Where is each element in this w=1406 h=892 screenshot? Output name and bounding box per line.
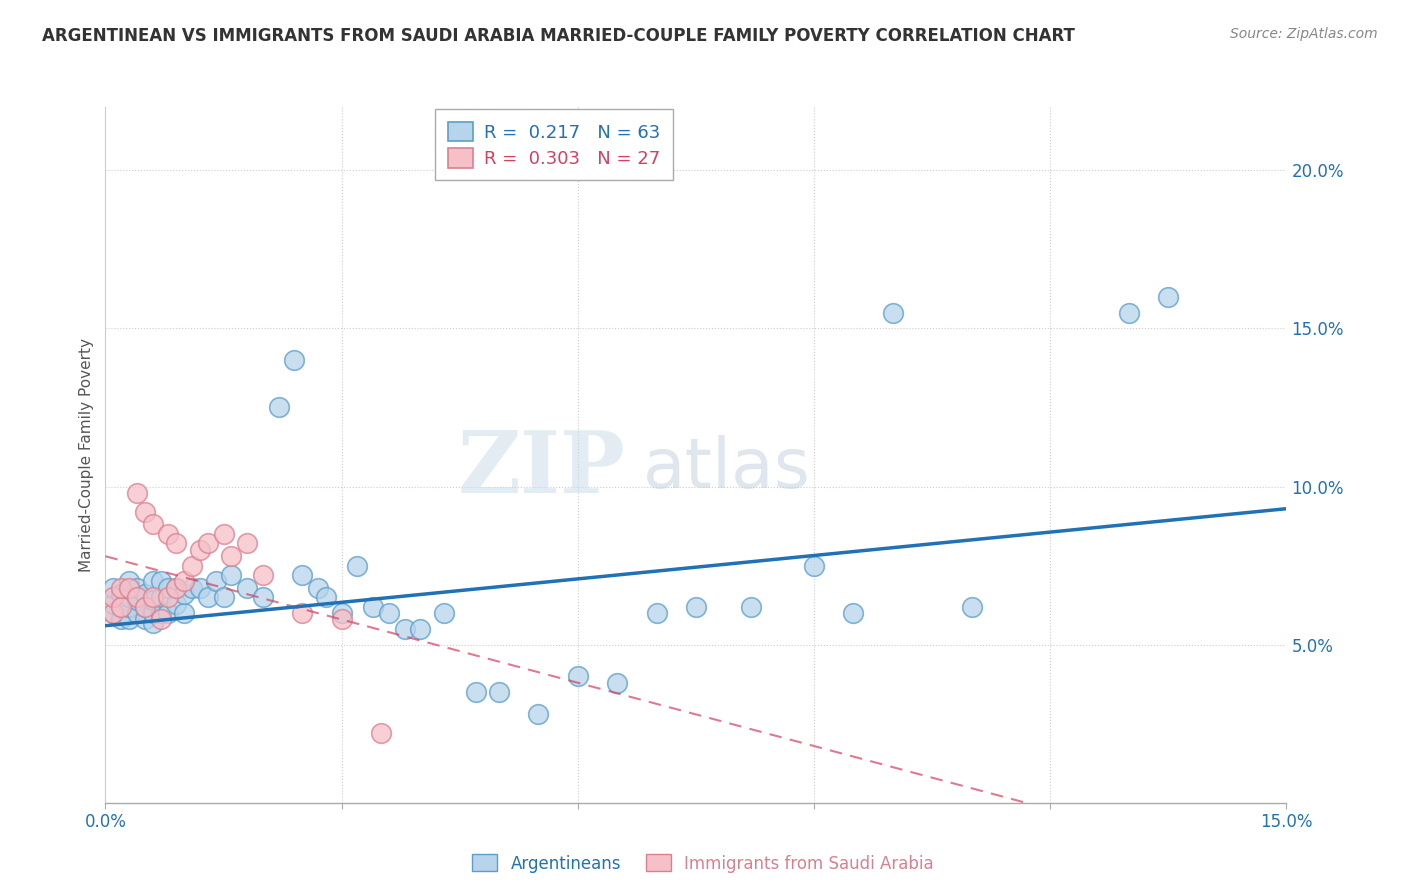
Point — [685, 599, 707, 614]
Point — [165, 597, 187, 611]
Point — [842, 606, 865, 620]
Point — [142, 517, 165, 532]
Point — [149, 606, 172, 620]
Point — [149, 612, 172, 626]
Legend: R =  0.217   N = 63, R =  0.303   N = 27: R = 0.217 N = 63, R = 0.303 N = 27 — [436, 109, 673, 180]
Point — [149, 574, 172, 589]
Text: atlas: atlas — [643, 435, 811, 502]
Point — [125, 606, 148, 620]
Point — [125, 591, 148, 605]
Point — [409, 622, 432, 636]
Point — [330, 606, 353, 620]
Point — [118, 599, 141, 614]
Point — [212, 591, 235, 605]
Point — [103, 591, 125, 605]
Point — [142, 574, 165, 589]
Point — [346, 558, 368, 573]
Point — [134, 612, 156, 626]
Point — [173, 587, 195, 601]
Point — [103, 606, 125, 620]
Point — [142, 591, 165, 605]
Point — [134, 599, 156, 614]
Point — [740, 599, 762, 614]
Point — [125, 486, 148, 500]
Point — [267, 401, 290, 415]
Point — [149, 591, 172, 605]
Point — [157, 591, 180, 605]
Point — [433, 606, 456, 620]
Point — [118, 591, 141, 605]
Point — [606, 675, 628, 690]
Point — [252, 568, 274, 582]
Point — [204, 574, 226, 589]
Y-axis label: Married-Couple Family Poverty: Married-Couple Family Poverty — [79, 338, 94, 572]
Point — [103, 606, 125, 620]
Text: ZIP: ZIP — [457, 427, 626, 511]
Point — [125, 581, 148, 595]
Point — [165, 581, 187, 595]
Point — [291, 606, 314, 620]
Point — [173, 606, 195, 620]
Point — [157, 527, 180, 541]
Point — [134, 587, 156, 601]
Point — [252, 591, 274, 605]
Point — [110, 612, 132, 626]
Point — [236, 536, 259, 550]
Point — [118, 581, 141, 595]
Point — [1118, 305, 1140, 319]
Point — [527, 707, 550, 722]
Point — [110, 599, 132, 614]
Point — [181, 558, 204, 573]
Point — [361, 599, 384, 614]
Point — [464, 685, 486, 699]
Legend: Argentineans, Immigrants from Saudi Arabia: Argentineans, Immigrants from Saudi Arab… — [465, 847, 941, 880]
Point — [157, 606, 180, 620]
Point — [118, 574, 141, 589]
Point — [378, 606, 401, 620]
Point — [1157, 290, 1180, 304]
Point — [882, 305, 904, 319]
Point — [212, 527, 235, 541]
Point — [488, 685, 510, 699]
Point — [197, 536, 219, 550]
Point — [125, 593, 148, 607]
Point — [283, 353, 305, 368]
Point — [803, 558, 825, 573]
Point — [188, 542, 211, 557]
Point — [181, 581, 204, 595]
Point — [110, 599, 132, 614]
Point — [134, 599, 156, 614]
Point — [330, 612, 353, 626]
Point — [142, 593, 165, 607]
Point — [567, 669, 589, 683]
Point — [142, 606, 165, 620]
Point — [103, 581, 125, 595]
Point — [236, 581, 259, 595]
Point — [173, 574, 195, 589]
Point — [118, 612, 141, 626]
Point — [370, 726, 392, 740]
Point — [134, 505, 156, 519]
Point — [103, 597, 125, 611]
Point — [221, 549, 243, 563]
Point — [165, 581, 187, 595]
Point — [221, 568, 243, 582]
Point — [307, 581, 329, 595]
Point — [157, 581, 180, 595]
Point — [110, 581, 132, 595]
Point — [960, 599, 983, 614]
Point — [188, 581, 211, 595]
Point — [645, 606, 668, 620]
Point — [197, 591, 219, 605]
Point — [394, 622, 416, 636]
Text: Source: ZipAtlas.com: Source: ZipAtlas.com — [1230, 27, 1378, 41]
Point — [142, 615, 165, 630]
Point — [165, 536, 187, 550]
Point — [315, 591, 337, 605]
Text: ARGENTINEAN VS IMMIGRANTS FROM SAUDI ARABIA MARRIED-COUPLE FAMILY POVERTY CORREL: ARGENTINEAN VS IMMIGRANTS FROM SAUDI ARA… — [42, 27, 1076, 45]
Point — [110, 587, 132, 601]
Point — [291, 568, 314, 582]
